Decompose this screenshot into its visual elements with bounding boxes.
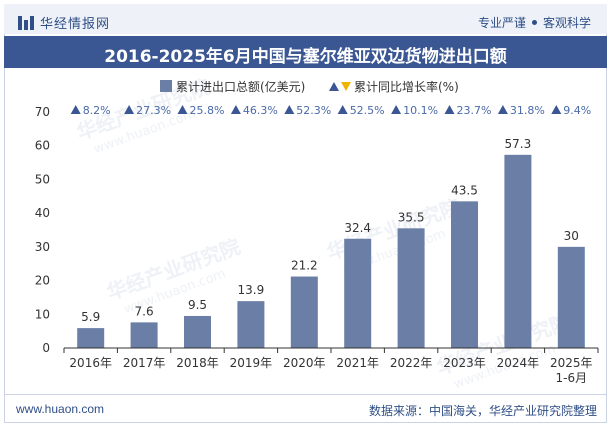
legend-label-growth: 累计同比增长率(%) — [354, 79, 459, 94]
growth-label: 52.5% — [337, 104, 385, 117]
slogan-right: 客观科学 — [542, 16, 591, 30]
growth-label: 9.4% — [551, 104, 591, 117]
growth-up-icon — [284, 105, 295, 114]
legend-swatch-total — [160, 80, 172, 92]
legend-down-triangle-icon — [341, 82, 351, 91]
growth-label-text: 25.8% — [190, 104, 225, 117]
y-tick-label: 0 — [42, 341, 50, 355]
growth-label-text: 52.5% — [350, 104, 385, 117]
slogan-left: 专业严谨 — [477, 16, 526, 30]
y-tick-label: 10 — [35, 307, 50, 321]
x-tick-label: 1-6月 — [555, 371, 587, 385]
x-tick-label: 2025年 — [550, 356, 593, 370]
bar-value-label: 7.6 — [135, 304, 154, 318]
brand-name: 华经情报网 — [40, 17, 111, 32]
growth-up-icon — [497, 105, 508, 114]
x-axis: 2016年 2017年 2018年 2019年 2020年 2021年 2022年 2023年… — [63, 347, 599, 385]
growth-label-text: 23.7% — [457, 104, 492, 117]
growth-up-icon — [70, 105, 81, 114]
growth-label-text: 10.1% — [403, 104, 438, 117]
growth-label: 46.3% — [230, 104, 278, 117]
brand-logo-icon — [18, 15, 34, 30]
y-tick-label: 70 — [35, 105, 50, 119]
y-tick-label: 20 — [35, 274, 50, 288]
x-tick-label: 2021年 — [336, 356, 379, 370]
bar — [344, 238, 372, 348]
x-tick-label: 2022年 — [390, 356, 433, 370]
growth-up-icon — [444, 105, 455, 114]
growth-label: 52.3% — [284, 104, 331, 117]
growth-up-icon — [337, 105, 348, 114]
x-tick-label: 2019年 — [230, 356, 273, 370]
slogan-dot-icon — [531, 20, 537, 25]
y-tick-label: 30 — [35, 240, 50, 254]
y-axis: 0 10 20 30 40 50 60 70 — [35, 105, 50, 355]
bar — [290, 276, 318, 348]
slogan: 专业严谨 客观科学 — [478, 14, 591, 31]
header-bar: 华经情报网 专业严谨 客观科学 — [4, 4, 607, 34]
growth-label-text: 9.4% — [563, 104, 591, 117]
x-tick-label: 2020年 — [283, 356, 326, 370]
bar — [130, 322, 158, 348]
chart-legend: 累计进出口总额(亿美元) 累计同比增长率(%) — [160, 79, 459, 94]
growth-label: 25.8% — [177, 104, 225, 117]
growth-label: 23.7% — [444, 104, 492, 117]
growth-label-text: 46.3% — [243, 104, 278, 117]
legend-label-total: 累计进出口总额(亿美元) — [176, 79, 305, 94]
growth-up-icon — [177, 105, 188, 114]
y-tick-label: 40 — [35, 206, 50, 220]
bar — [184, 315, 211, 348]
bar-value-label: 30 — [564, 229, 579, 243]
x-tick-label: 2023年 — [443, 356, 486, 370]
footer-website[interactable]: www.huaon.com — [16, 402, 105, 416]
y-tick-label: 60 — [35, 139, 50, 153]
bar — [397, 228, 425, 348]
bar-series: 5.9 7.6 9.5 13.9 21.2 32.4 35.5 43.5 57.3 30 — [77, 137, 585, 348]
bar — [504, 154, 532, 348]
x-tick-label: 2024年 — [497, 356, 540, 370]
growth-up-icon — [124, 105, 135, 114]
title-bar: 2016-2025年6月中国与塞尔维亚双边货物进出口额 — [4, 36, 607, 68]
x-tick-label: 2016年 — [69, 356, 112, 370]
x-tick-label: 2017年 — [123, 356, 166, 370]
bar-value-label: 43.5 — [451, 183, 478, 197]
chart-title: 2016-2025年6月中国与塞尔维亚双边货物进出口额 — [104, 47, 507, 67]
growth-up-icon — [551, 105, 562, 114]
bar-value-label: 32.4 — [344, 221, 371, 235]
legend-up-triangle-icon — [329, 82, 339, 91]
y-tick-label: 50 — [35, 172, 50, 186]
growth-label-text: 27.3% — [136, 104, 171, 117]
bar — [237, 301, 265, 348]
bar-value-label: 9.5 — [188, 298, 207, 312]
growth-label: 10.1% — [391, 104, 438, 117]
brand-logo[interactable]: 华经情报网 — [18, 13, 110, 32]
bar-value-label: 5.9 — [81, 310, 100, 324]
bar-value-label: 35.5 — [398, 210, 425, 224]
growth-label-text: 31.8% — [510, 104, 545, 117]
footer-source: 数据来源：中国海关，华经产业研究院整理 — [368, 404, 597, 418]
growth-up-icon — [391, 105, 402, 114]
growth-row: 8.2% 27.3% 25.8% 46.3% 52.3% 52.5% 10.1% 23.7% 3… — [70, 104, 591, 117]
bar — [557, 246, 585, 348]
footer-divider — [4, 394, 607, 395]
bar-value-label: 21.2 — [291, 259, 318, 273]
growth-label: 8.2% — [70, 104, 111, 117]
bar-value-label: 57.3 — [505, 137, 532, 151]
growth-up-icon — [230, 105, 241, 114]
bar-value-label: 13.9 — [238, 283, 265, 297]
x-tick-label: 2018年 — [176, 356, 219, 370]
bar — [451, 201, 478, 348]
growth-label: 27.3% — [124, 104, 171, 117]
growth-label: 31.8% — [497, 104, 545, 117]
growth-label-text: 8.2% — [83, 104, 111, 117]
bar — [77, 328, 105, 348]
growth-label-text: 52.3% — [296, 104, 331, 117]
